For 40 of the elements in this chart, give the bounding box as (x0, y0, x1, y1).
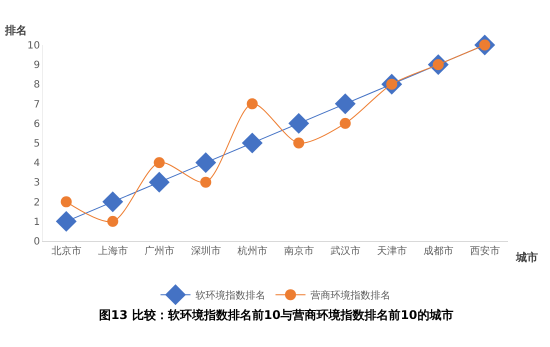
point (154, 157, 165, 168)
point (102, 191, 124, 212)
x-tick-label: 广州市 (144, 245, 174, 257)
y-tick-label: 3 (34, 178, 40, 189)
y-tick-label: 8 (34, 80, 40, 91)
y-tick-label: 0 (34, 236, 40, 248)
point (246, 98, 258, 110)
y-tick-label: 7 (34, 99, 40, 110)
point (200, 176, 212, 188)
y-tick-label: 1 (34, 216, 40, 228)
x-axis-title: 城市 (515, 251, 538, 264)
x-tick-label: 武汉市 (330, 245, 360, 257)
y-tick-label: 5 (34, 138, 40, 150)
y-tick-label: 10 (27, 40, 40, 52)
legend-label: 营商环境指数排名 (310, 290, 390, 302)
y-tick-label: 6 (34, 118, 40, 130)
y-tick-label: 4 (34, 158, 40, 170)
point (288, 113, 310, 134)
x-tick-label: 上海市 (98, 245, 128, 257)
point (334, 93, 356, 114)
x-tick-label: 成都市 (423, 245, 454, 257)
y-axis-title: 排名 (4, 24, 27, 37)
x-tick-label: 北京市 (51, 245, 82, 257)
point (107, 216, 118, 227)
text: 图13 比较：软环境指数排名前10与营商环境指数排名前10的城市 (99, 308, 454, 322)
point (340, 118, 351, 129)
point (242, 132, 263, 154)
x-tick-label: 杭州市 (236, 245, 268, 257)
x-tick-label: 西安市 (470, 245, 500, 257)
x-tick-label: 南京市 (284, 245, 314, 257)
point (195, 152, 216, 173)
point (60, 196, 72, 208)
x-tick-label: 天津市 (376, 245, 407, 257)
y-tick-label: 9 (34, 60, 40, 72)
y-tick-label: 2 (34, 197, 40, 208)
x-tick-label: 深圳市 (190, 245, 221, 257)
legend-label: 软环境指数排名 (196, 290, 266, 302)
point (293, 138, 304, 148)
point (148, 172, 170, 193)
point (56, 211, 77, 232)
